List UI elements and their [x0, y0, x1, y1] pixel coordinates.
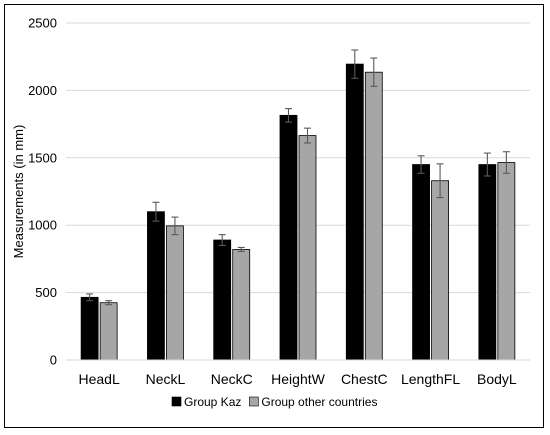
y-tick-label: 1500: [28, 150, 57, 165]
x-tick-label: NeckC: [211, 371, 253, 387]
error-bar: [483, 152, 491, 177]
legend-label: Group Kaz: [184, 395, 241, 409]
legend-swatch: [171, 396, 182, 407]
error-bar: [237, 246, 245, 253]
legend-item-group-kaz: Group Kaz: [171, 395, 241, 409]
error-bar: [285, 108, 292, 123]
bar-group-other-heightw: [298, 135, 317, 361]
x-tick-label: LengthFL: [401, 371, 460, 387]
x-tick-label: ChestC: [341, 371, 388, 387]
error-bar: [304, 127, 311, 144]
x-tick-label: NeckL: [146, 371, 186, 387]
error-bar: [351, 49, 359, 79]
bar-group-other-chestc: [364, 71, 383, 361]
y-tick-label: 2500: [28, 16, 57, 31]
legend-swatch: [249, 396, 259, 407]
error-bar: [105, 300, 113, 306]
bar-group-other-neckl: [166, 225, 184, 361]
x-tick-label: HeightW: [271, 371, 325, 387]
bar-group-other-headl: [99, 302, 118, 361]
error-bar: [370, 57, 378, 87]
y-tick-label: 0: [50, 353, 57, 368]
error-bar: [436, 163, 444, 199]
x-tick-labels: HeadL NeckL NeckC HeightW ChestC LengthFL Body…: [79, 371, 517, 387]
error-bar: [86, 293, 94, 302]
x-tick-label: HeadL: [79, 371, 120, 387]
bar-group-other-bodyl: [497, 162, 516, 361]
bar-group-kaz-heightw: [279, 114, 298, 361]
y-axis-title: Measurements (in mm): [11, 125, 26, 259]
y-tick-label: 2000: [28, 83, 57, 98]
bar-group-kaz-headl: [80, 296, 99, 361]
error-bar: [152, 201, 160, 222]
bar-group-kaz-chestc: [345, 63, 364, 361]
legend-item-group-other: Group other countries: [249, 395, 377, 409]
y-tick-labels: 0 500 1000 1500 2000 2500: [28, 16, 57, 368]
error-bar: [502, 151, 510, 174]
error-bar: [218, 234, 226, 246]
y-tick-label: 1000: [28, 218, 57, 233]
legend: Group Kaz Group other countries: [171, 395, 377, 409]
y-tick-label: 500: [35, 285, 57, 300]
bar-group-other-neckc: [232, 249, 251, 361]
error-bar: [417, 155, 425, 174]
bar-group-kaz-neckl: [147, 211, 165, 361]
x-tick-label: BodyL: [477, 371, 517, 387]
bar-group-kaz-lengthfl: [412, 164, 430, 361]
bar-group-kaz-neckc: [213, 239, 232, 361]
legend-label: Group other countries: [261, 395, 377, 409]
gridlines: [66, 22, 530, 294]
bar-group-kaz-bodyl: [478, 164, 497, 361]
error-bars: [86, 49, 510, 306]
bar-group-other-lengthfl: [431, 180, 449, 361]
bars: [80, 63, 516, 361]
error-bar: [171, 216, 179, 236]
